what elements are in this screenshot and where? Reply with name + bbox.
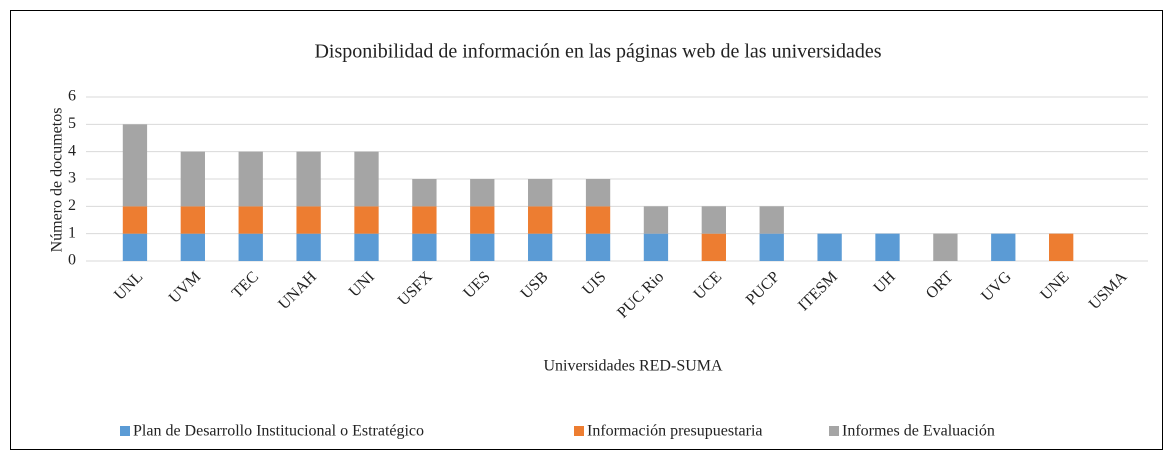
bar-segment xyxy=(180,151,205,207)
bar-segment xyxy=(1049,233,1074,261)
bar-segment xyxy=(875,233,900,261)
bar-segment xyxy=(412,206,437,234)
bar-segment xyxy=(528,179,553,207)
bar-segment xyxy=(585,179,611,207)
bar-segment xyxy=(817,233,842,261)
legend-swatch xyxy=(829,426,839,436)
bar-segment xyxy=(412,179,437,207)
bar-segment xyxy=(470,206,495,234)
legend-label: Plan de Desarrollo Institucional o Estra… xyxy=(133,423,424,440)
y-tick-label: 4 xyxy=(68,142,76,159)
y-tick-label: 5 xyxy=(68,115,76,132)
bar-segment xyxy=(238,206,263,234)
legend-swatch xyxy=(120,426,130,436)
y-tick-label: 6 xyxy=(68,88,76,105)
bar-segment xyxy=(643,233,669,261)
bar-segment xyxy=(585,233,611,261)
bar-segment xyxy=(296,233,321,261)
bar-segment xyxy=(180,206,205,234)
bar-segment xyxy=(759,206,784,234)
y-tick-label: 1 xyxy=(68,224,76,241)
bar-segment xyxy=(933,233,958,261)
legend-label: Informes de Evaluación xyxy=(842,423,995,440)
bar-segment xyxy=(122,124,148,207)
bar-segment xyxy=(759,233,784,261)
bar-segment xyxy=(528,206,553,234)
bar-segment xyxy=(470,233,495,261)
bar-segment xyxy=(122,233,148,261)
bar-segment xyxy=(296,151,321,207)
y-tick-label: 3 xyxy=(68,170,76,187)
bar-segment xyxy=(991,233,1016,261)
bar-segment xyxy=(296,206,321,234)
bar-segment xyxy=(354,233,379,261)
y-tick-label: 0 xyxy=(68,252,76,269)
bar-segment xyxy=(412,233,437,261)
bar-segment xyxy=(585,206,611,234)
bar-segment xyxy=(470,179,495,207)
bar-segment xyxy=(180,233,205,261)
legend-label: Información presupuestaria xyxy=(587,423,762,440)
bar-segment xyxy=(238,151,263,207)
x-axis-title: Universidades RED-SUMA xyxy=(543,358,723,375)
bar-segment xyxy=(701,233,726,261)
bar-segment xyxy=(528,233,553,261)
legend-swatch xyxy=(574,426,584,436)
bar-segment xyxy=(122,206,148,234)
bar-segment xyxy=(701,206,726,234)
bar-segment xyxy=(354,151,379,207)
bar-segment xyxy=(238,233,263,261)
bar-segment xyxy=(354,206,379,234)
y-tick-label: 2 xyxy=(68,197,76,214)
chart-title: Disponibilidad de información en las pág… xyxy=(314,41,881,63)
y-axis-title: Número de documetos xyxy=(49,108,66,253)
bar-segment xyxy=(643,206,669,234)
